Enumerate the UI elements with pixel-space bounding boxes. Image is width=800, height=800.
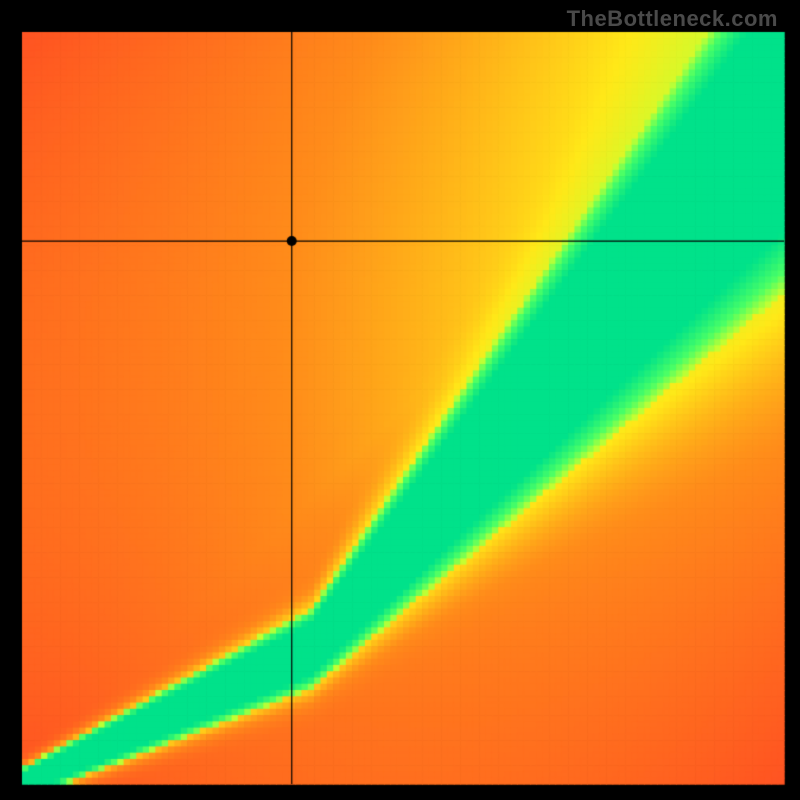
chart-container: TheBottleneck.com <box>0 0 800 800</box>
heatmap-canvas <box>0 0 800 800</box>
watermark-text: TheBottleneck.com <box>567 6 778 32</box>
